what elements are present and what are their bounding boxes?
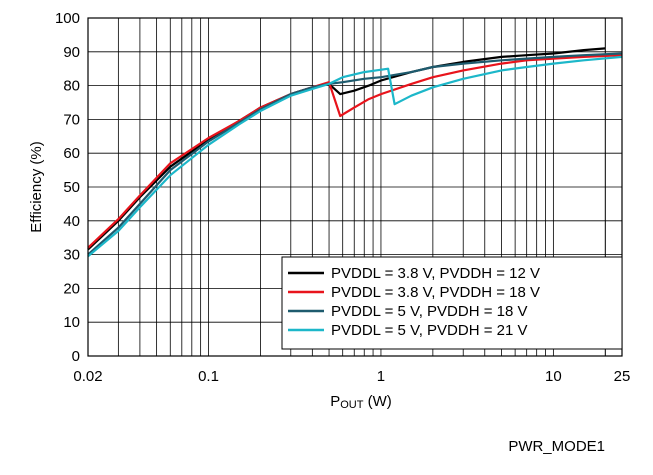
x-axis-title-main: P <box>330 393 340 410</box>
y-tick-label: 70 <box>63 111 80 128</box>
figure-caption: PWR_MODE1 <box>508 438 605 455</box>
legend-label: PVDDL = 5 V, PVDDH = 21 V <box>331 322 528 339</box>
x-axis-title-unit: (W) <box>363 393 391 410</box>
series-line-1 <box>87 47 606 251</box>
legend: PVDDL = 3.8 V, PVDDH = 12 V PVDDL = 3.8 V… <box>281 256 623 350</box>
series-line-3 <box>87 52 623 256</box>
x-tick-label: 0.02 <box>73 368 102 385</box>
series-line-4 <box>87 55 623 258</box>
y-tick-label: 100 <box>55 10 80 27</box>
y-tick-label: 80 <box>63 78 80 95</box>
x-axis-title: POUT (W) <box>330 393 392 411</box>
plot-frame <box>87 17 623 357</box>
series-lines <box>87 47 623 258</box>
y-tick-label: 60 <box>63 145 80 162</box>
legend-label: PVDDL = 5 V, PVDDH = 18 V <box>331 303 528 320</box>
tick-labels: 0 10 20 30 40 50 60 70 80 90 100 0.02 0.1 1 10 25 <box>55 10 630 385</box>
y-tick-label: 50 <box>63 179 80 196</box>
y-tick-label: 40 <box>63 213 80 230</box>
y-tick-label: 90 <box>63 44 80 61</box>
y-tick-label: 10 <box>63 314 80 331</box>
series-line-2 <box>87 54 623 249</box>
x-axis-title-subscript: OUT <box>340 399 364 411</box>
x-tick-label: 1 <box>377 368 385 385</box>
legend-box <box>281 256 623 350</box>
y-tick-label: 30 <box>63 247 80 264</box>
y-axis-title: Efficiency (%) <box>28 141 45 232</box>
x-tick-label: 0.1 <box>198 368 219 385</box>
y-tick-label: 20 <box>63 280 80 297</box>
x-tick-label: 10 <box>545 368 562 385</box>
y-tick-label: 0 <box>72 348 80 365</box>
x-tick-label: 25 <box>614 368 631 385</box>
legend-label: PVDDL = 3.8 V, PVDDH = 18 V <box>331 284 540 301</box>
legend-label: PVDDL = 3.8 V, PVDDH = 12 V <box>331 265 540 282</box>
